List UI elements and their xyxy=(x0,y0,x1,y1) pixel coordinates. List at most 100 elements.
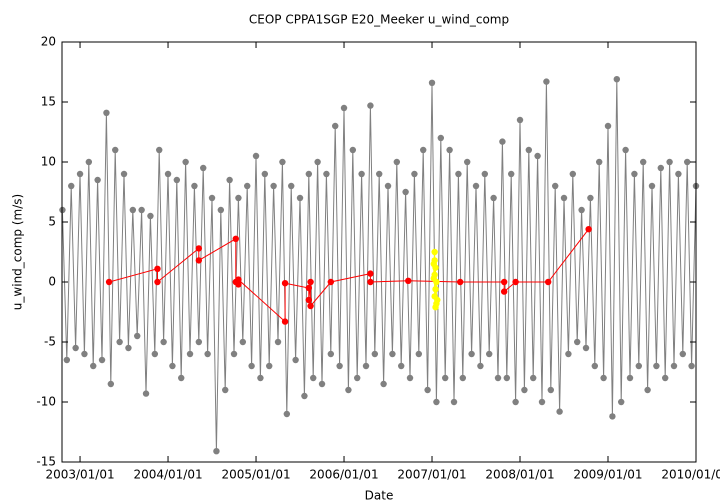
data-point xyxy=(257,374,264,382)
data-point xyxy=(200,164,207,172)
data-point xyxy=(85,158,93,166)
data-point xyxy=(389,350,396,358)
data-point xyxy=(138,206,145,214)
data-point xyxy=(336,362,343,370)
y-tick-label: 15 xyxy=(41,95,56,109)
data-point xyxy=(292,356,299,364)
x-tick-label: 2005/01/01 xyxy=(221,468,290,482)
data-point xyxy=(406,374,414,382)
data-point xyxy=(499,138,506,145)
y-tick-label: -5 xyxy=(44,335,56,349)
data-point xyxy=(129,206,137,214)
y-tick-label: 20 xyxy=(41,35,56,49)
data-point xyxy=(415,350,423,358)
data-point xyxy=(613,76,621,83)
data-point xyxy=(464,158,471,166)
data-point xyxy=(556,408,563,415)
data-point xyxy=(125,344,132,352)
data-point xyxy=(154,265,161,272)
data-point xyxy=(340,104,348,112)
data-point xyxy=(186,350,194,358)
data-point xyxy=(662,374,669,382)
data-point xyxy=(609,413,616,420)
y-axis-label: u_wind_comp (m/s) xyxy=(11,194,25,310)
x-tick-label: 2009/01/01 xyxy=(573,468,642,482)
data-point xyxy=(266,362,273,370)
data-point xyxy=(486,350,493,358)
data-point xyxy=(459,374,467,382)
data-point xyxy=(512,278,519,286)
x-tick-label: 2006/01/01 xyxy=(309,468,378,482)
data-point xyxy=(281,280,289,287)
data-point xyxy=(68,182,75,190)
data-point xyxy=(516,116,524,124)
data-point xyxy=(679,350,687,358)
data-point xyxy=(560,194,568,202)
data-point xyxy=(318,380,326,388)
data-point xyxy=(327,278,335,286)
data-point xyxy=(544,278,552,286)
data-point xyxy=(367,102,374,109)
data-point xyxy=(455,170,462,178)
data-point xyxy=(380,380,387,388)
data-point xyxy=(431,257,438,264)
data-point xyxy=(596,158,603,166)
data-point xyxy=(120,170,128,178)
data-point xyxy=(500,288,508,295)
data-point xyxy=(626,374,634,382)
data-point xyxy=(63,356,71,364)
data-point xyxy=(631,170,638,178)
data-point xyxy=(468,350,475,358)
data-point xyxy=(90,362,97,370)
data-point xyxy=(591,362,599,370)
data-point xyxy=(569,170,577,178)
x-tick-label: 2004/01/01 xyxy=(133,468,202,482)
data-point xyxy=(362,362,370,370)
data-point xyxy=(644,386,651,394)
data-point xyxy=(252,152,260,160)
data-point xyxy=(279,158,286,166)
data-point xyxy=(431,248,438,256)
data-point xyxy=(296,194,304,202)
data-point xyxy=(503,374,511,382)
x-axis-label: Date xyxy=(365,489,394,503)
data-point xyxy=(521,386,528,394)
data-point xyxy=(371,350,379,358)
data-point xyxy=(477,362,484,370)
data-point xyxy=(182,158,189,166)
data-point xyxy=(456,278,464,286)
data-point xyxy=(552,182,559,190)
data-point xyxy=(142,390,150,397)
data-point xyxy=(81,350,88,358)
data-point xyxy=(217,206,225,214)
data-point xyxy=(670,362,678,370)
data-point xyxy=(534,152,541,160)
x-tick-label: 2008/01/01 xyxy=(485,468,554,482)
data-point xyxy=(530,374,537,382)
data-point xyxy=(376,170,383,178)
data-point xyxy=(432,286,439,293)
data-point xyxy=(164,170,172,178)
data-point xyxy=(301,392,308,400)
data-point xyxy=(600,374,607,382)
data-point xyxy=(178,374,185,382)
data-point xyxy=(640,158,647,166)
data-point xyxy=(604,122,612,130)
data-point xyxy=(305,284,313,292)
data-point xyxy=(384,182,392,190)
data-point xyxy=(112,146,119,154)
data-point xyxy=(160,338,167,346)
data-point xyxy=(134,332,141,340)
data-point xyxy=(213,448,220,455)
data-point xyxy=(307,278,314,286)
data-point xyxy=(450,398,458,406)
data-point xyxy=(622,146,629,154)
data-point xyxy=(411,170,418,178)
data-point xyxy=(103,109,110,117)
data-point xyxy=(358,170,365,178)
data-point xyxy=(204,350,211,358)
data-point xyxy=(424,386,431,394)
data-point xyxy=(398,362,405,370)
data-point xyxy=(582,344,590,352)
data-point xyxy=(490,194,497,202)
